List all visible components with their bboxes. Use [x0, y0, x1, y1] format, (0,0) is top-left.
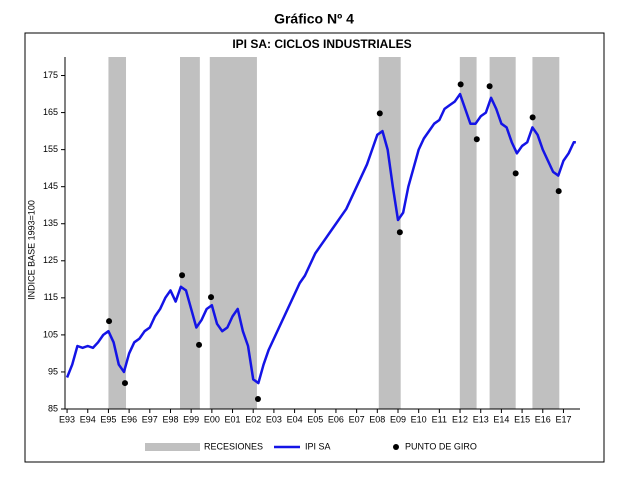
x-tick-label: E14: [493, 414, 509, 424]
legend-label: RECESIONES: [204, 441, 263, 451]
turning-point: [457, 81, 464, 88]
y-tick-label: 145: [43, 181, 58, 191]
x-tick-label: E08: [369, 414, 385, 424]
chart-frame: [24, 32, 605, 463]
legend-swatch: [145, 443, 200, 451]
heading: Gráfico Nº 4: [274, 11, 354, 27]
series-line: [65, 92, 576, 385]
x-tick-label: E95: [100, 414, 116, 424]
x-tick-label: E00: [204, 414, 220, 424]
y-tick-label: 105: [43, 329, 58, 339]
y-tick-label: 175: [43, 70, 58, 80]
y-axis-label: INDICE BASE 1993=100: [26, 200, 36, 300]
x-tick-label: E03: [266, 414, 282, 424]
x-tick-label: E97: [142, 414, 158, 424]
x-tick-label: E02: [245, 414, 261, 424]
x-tick-label: E07: [349, 414, 365, 424]
x-tick-label: E06: [328, 414, 344, 424]
x-tick-label: E94: [80, 414, 96, 424]
legend-label: PUNTO DE GIRO: [405, 441, 477, 451]
legend-swatch: [393, 444, 399, 450]
recession-band: [378, 57, 401, 409]
x-tick-label: E96: [121, 414, 137, 424]
y-tick-label: 115: [44, 292, 58, 302]
x-tick-label: E93: [59, 414, 75, 424]
x-tick-label: E10: [411, 414, 427, 424]
x-tick-label: E98: [162, 414, 178, 424]
x-tick-label: E11: [432, 414, 447, 424]
turning-point: [196, 341, 203, 348]
x-tick-label: E12: [452, 414, 468, 424]
x-tick-label: E15: [514, 414, 530, 424]
recession-band: [108, 57, 127, 409]
recession-band: [532, 57, 560, 409]
y-tick-label: 135: [43, 218, 58, 228]
x-tick-label: E05: [307, 414, 323, 424]
turning-point: [512, 170, 519, 177]
x-tick-label: E13: [473, 414, 489, 424]
y-tick-label: 85: [48, 403, 58, 413]
x-tick-label: E01: [225, 414, 241, 424]
turning-point: [208, 294, 215, 301]
turning-point: [179, 272, 186, 279]
turning-point: [121, 380, 128, 387]
y-tick-label: 165: [43, 107, 58, 117]
y-tick-label: 125: [43, 255, 58, 265]
turning-point: [376, 110, 383, 117]
turning-point: [529, 114, 536, 121]
x-tick-label: E04: [287, 414, 303, 424]
x-tick-label: E99: [183, 414, 199, 424]
x-tick-label: E16: [535, 414, 551, 424]
chart-title: IPI SA: CICLOS INDUSTRIALES: [232, 37, 411, 51]
recession-band: [179, 57, 200, 409]
turning-point: [473, 136, 480, 143]
legend-label: IPI SA: [305, 441, 331, 451]
recession-band: [459, 57, 477, 409]
turning-point: [555, 188, 562, 195]
x-tick-label: E17: [555, 414, 571, 424]
x-tick-label: E09: [390, 414, 406, 424]
turning-point: [254, 395, 261, 402]
turning-point: [396, 229, 403, 236]
recession-band: [489, 57, 516, 409]
turning-point: [486, 83, 493, 90]
turning-point: [106, 318, 113, 325]
y-tick-label: 155: [43, 144, 58, 154]
y-tick-label: 95: [48, 366, 58, 376]
